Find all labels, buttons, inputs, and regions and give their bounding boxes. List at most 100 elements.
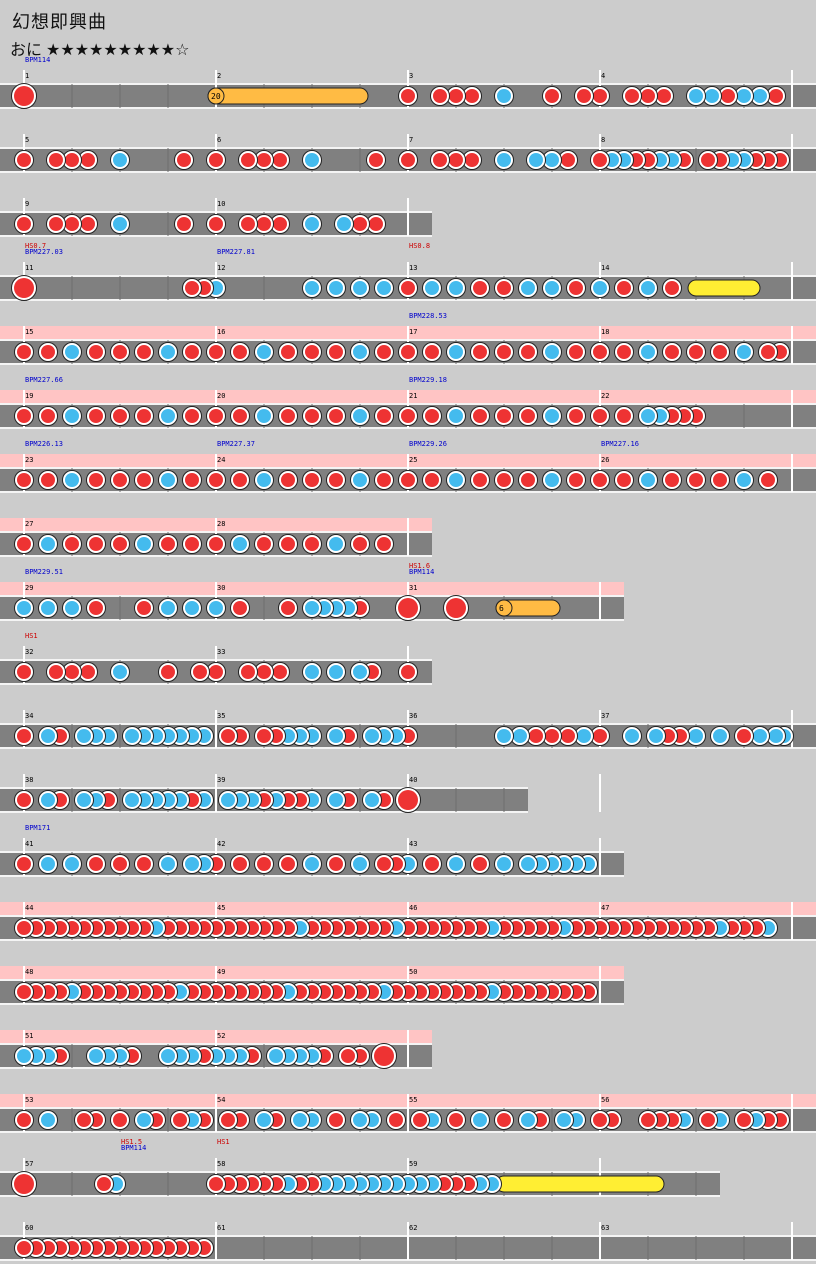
ka-note [65, 601, 79, 615]
hs-label: HS1.6 [409, 562, 430, 570]
ka-note [113, 217, 127, 231]
ka-note [257, 345, 271, 359]
roll-head [207, 87, 225, 105]
measure-number: 52 [217, 1032, 225, 1040]
don-note [329, 345, 343, 359]
ka-note [353, 345, 367, 359]
ka-note [185, 857, 199, 871]
don-note [593, 473, 607, 487]
don-note [257, 537, 271, 551]
ka-note [329, 281, 343, 295]
measure-number: 18 [601, 328, 609, 336]
measure-number: 20 [217, 392, 225, 400]
don-note [545, 89, 559, 103]
measure-number: 41 [25, 840, 33, 848]
don-note [497, 473, 511, 487]
ka-note [305, 665, 319, 679]
don-note [113, 409, 127, 423]
don-note [17, 665, 31, 679]
hs-label: HS0.8 [409, 242, 430, 250]
bpm-label: BPM227.03 [25, 248, 63, 256]
don-note [185, 281, 199, 295]
measure-number: 24 [217, 456, 225, 464]
ka-note [41, 537, 55, 551]
don-note [473, 409, 487, 423]
don-note [425, 345, 439, 359]
measure-number: 54 [217, 1096, 225, 1104]
don-note [281, 601, 295, 615]
don-note [273, 217, 287, 231]
ka-note [161, 857, 175, 871]
don-note [401, 665, 415, 679]
ka-note [497, 857, 511, 871]
ka-note [353, 857, 367, 871]
don-note [398, 790, 418, 810]
don-note [401, 281, 415, 295]
don-note [137, 601, 151, 615]
measure-number: 58 [217, 1160, 225, 1168]
ka-note [113, 153, 127, 167]
measure-number: 62 [409, 1224, 417, 1232]
ka-note [529, 153, 543, 167]
don-note [377, 345, 391, 359]
measure-number: 49 [217, 968, 225, 976]
don-note [401, 153, 415, 167]
bpm-label: BPM114 [25, 56, 50, 64]
ka-note [257, 1113, 271, 1127]
don-note [521, 409, 535, 423]
don-note [233, 857, 247, 871]
don-note [273, 665, 287, 679]
ka-note [329, 729, 343, 743]
bpm-label: BPM229.18 [409, 376, 447, 384]
ka-note [449, 473, 463, 487]
don-note [209, 409, 223, 423]
don-note [17, 921, 31, 935]
ka-note [125, 729, 139, 743]
don-note [17, 345, 31, 359]
don-note [17, 985, 31, 999]
don-note [305, 409, 319, 423]
don-note [113, 1113, 127, 1127]
don-note [449, 89, 463, 103]
ka-note [545, 345, 559, 359]
don-note [569, 409, 583, 423]
don-note [209, 537, 223, 551]
measure-number: 46 [409, 904, 417, 912]
don-note [17, 409, 31, 423]
don-note [77, 1113, 91, 1127]
ka-note [125, 793, 139, 807]
measure-number: 61 [217, 1224, 225, 1232]
measure-number: 2 [217, 72, 221, 80]
measure-number: 57 [25, 1160, 33, 1168]
don-note [41, 345, 55, 359]
measure-number: 36 [409, 712, 417, 720]
measure-number: 43 [409, 840, 417, 848]
don-note [425, 857, 439, 871]
ka-note [161, 1049, 175, 1063]
don-note [433, 153, 447, 167]
don-note [521, 473, 535, 487]
ka-note [497, 153, 511, 167]
don-note [49, 665, 63, 679]
ka-note [689, 89, 703, 103]
don-note [233, 345, 247, 359]
roll-head [495, 599, 513, 617]
don-note [177, 217, 191, 231]
measure-number: 44 [25, 904, 33, 912]
ka-note [161, 409, 175, 423]
don-note [569, 281, 583, 295]
don-note [281, 537, 295, 551]
measure-number: 33 [217, 648, 225, 656]
ka-note [305, 857, 319, 871]
measure-number: 7 [409, 136, 413, 144]
don-note [689, 473, 703, 487]
balloon-bar [687, 279, 761, 297]
ka-note [305, 153, 319, 167]
don-note [353, 537, 367, 551]
ka-note [337, 217, 351, 231]
balloon-bar [495, 1175, 665, 1193]
measure-number: 29 [25, 584, 33, 592]
ka-note [209, 601, 223, 615]
don-note [529, 729, 543, 743]
